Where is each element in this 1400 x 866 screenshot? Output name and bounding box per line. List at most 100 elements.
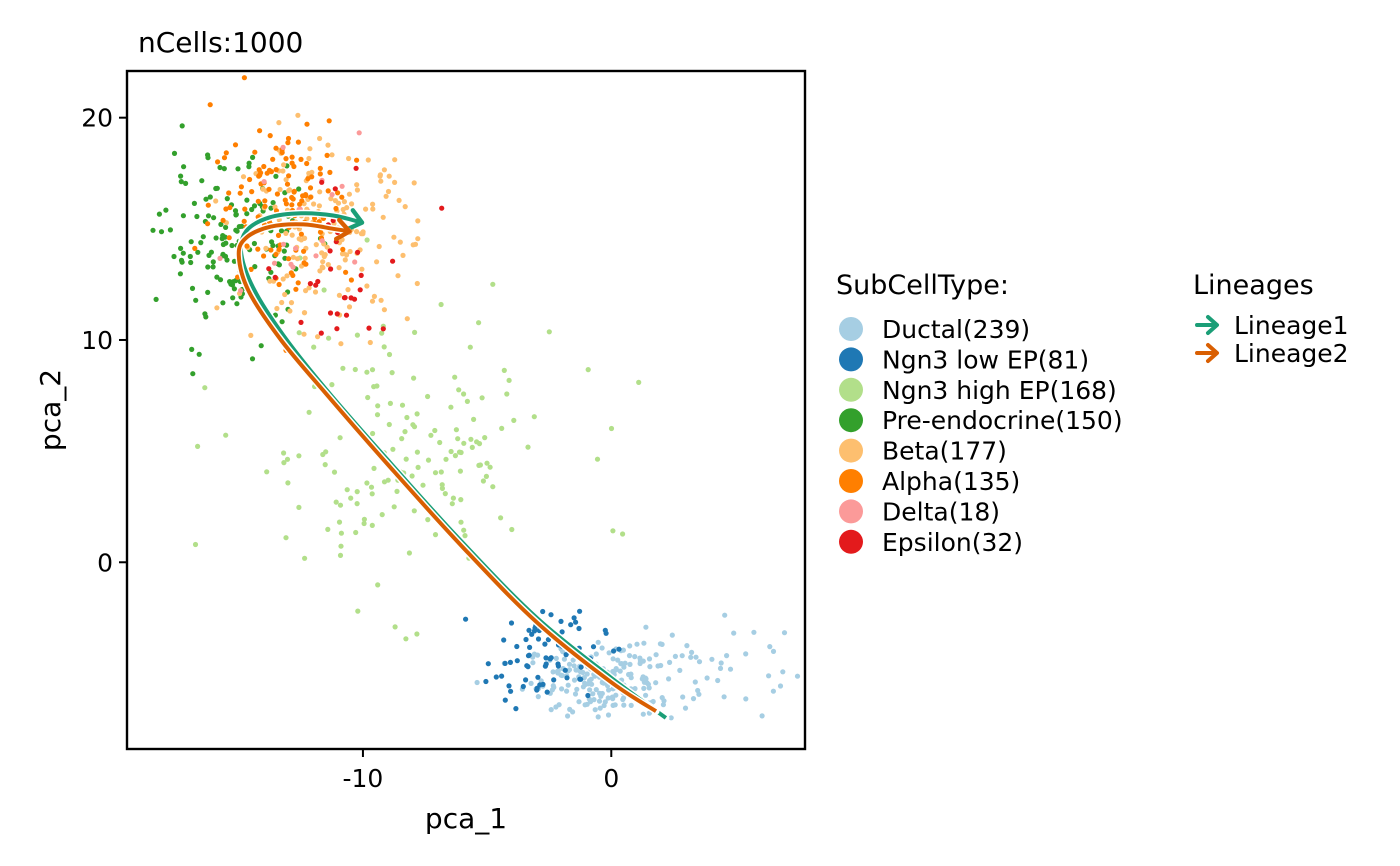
data-point bbox=[341, 295, 347, 301]
data-point bbox=[399, 436, 405, 442]
data-point bbox=[415, 218, 421, 224]
data-point bbox=[249, 206, 255, 213]
data-point bbox=[267, 278, 273, 284]
data-point bbox=[767, 644, 773, 650]
data-point bbox=[669, 632, 675, 638]
data-point bbox=[361, 516, 367, 522]
data-point bbox=[471, 416, 477, 422]
data-point bbox=[234, 228, 240, 234]
data-point bbox=[214, 185, 220, 191]
data-point bbox=[348, 277, 354, 283]
data-point bbox=[156, 211, 162, 217]
data-point bbox=[411, 180, 417, 186]
data-point bbox=[295, 112, 301, 118]
points-layer bbox=[150, 75, 801, 721]
data-point bbox=[241, 75, 247, 81]
data-point bbox=[361, 520, 367, 527]
data-point bbox=[318, 330, 324, 336]
data-point bbox=[354, 489, 360, 495]
data-point bbox=[406, 550, 412, 556]
data-point bbox=[193, 297, 199, 303]
data-point bbox=[346, 155, 352, 162]
data-point bbox=[281, 460, 287, 466]
data-point bbox=[449, 501, 455, 507]
data-point bbox=[288, 300, 295, 306]
data-point bbox=[453, 427, 459, 433]
data-point bbox=[273, 251, 279, 258]
data-point bbox=[264, 469, 270, 475]
data-point bbox=[562, 667, 568, 673]
data-point bbox=[205, 221, 211, 227]
data-point bbox=[632, 654, 638, 660]
data-point bbox=[616, 646, 622, 652]
data-point bbox=[565, 713, 571, 719]
data-point bbox=[349, 201, 355, 207]
lineage-arrow-icon bbox=[1195, 343, 1219, 363]
data-point bbox=[189, 285, 196, 291]
data-point bbox=[490, 484, 496, 490]
data-point bbox=[337, 435, 343, 441]
data-point bbox=[578, 664, 584, 670]
data-point bbox=[273, 173, 279, 179]
data-point bbox=[276, 246, 282, 252]
data-point bbox=[672, 653, 679, 660]
data-point bbox=[628, 702, 634, 709]
legend-subcelltype: Ductal(239)Ngn3 low EP(81)Ngn3 high EP(1… bbox=[839, 315, 1123, 557]
data-point bbox=[150, 227, 156, 233]
data-point bbox=[263, 245, 269, 251]
data-point bbox=[704, 675, 710, 681]
data-point bbox=[375, 403, 381, 409]
data-point bbox=[332, 186, 338, 192]
data-point bbox=[559, 672, 565, 679]
data-point bbox=[205, 289, 211, 295]
data-point bbox=[396, 197, 402, 203]
data-point bbox=[352, 366, 358, 373]
data-point bbox=[283, 156, 289, 162]
y-tick-label: 10 bbox=[81, 326, 113, 355]
data-point bbox=[397, 239, 403, 245]
data-point bbox=[282, 291, 288, 298]
data-point bbox=[188, 259, 194, 266]
data-point bbox=[369, 491, 375, 497]
data-point bbox=[379, 511, 385, 518]
data-point bbox=[223, 432, 229, 438]
data-point bbox=[370, 201, 376, 207]
data-point bbox=[281, 450, 287, 456]
data-point bbox=[270, 242, 276, 249]
data-point bbox=[257, 128, 263, 134]
data-point bbox=[158, 229, 165, 235]
y-axis-label: pca_2 bbox=[34, 369, 67, 451]
data-point bbox=[171, 253, 177, 260]
legend-lineage-item: Lineage2 bbox=[1195, 339, 1349, 368]
data-point bbox=[290, 264, 296, 270]
data-point bbox=[442, 491, 448, 497]
data-point bbox=[285, 480, 291, 486]
data-point bbox=[276, 281, 282, 288]
data-point bbox=[304, 121, 310, 127]
data-point bbox=[501, 367, 507, 373]
data-point bbox=[329, 382, 335, 388]
data-point bbox=[458, 519, 464, 525]
legend-label: Ngn3 high EP(168) bbox=[882, 376, 1117, 405]
data-point bbox=[509, 526, 515, 533]
data-point bbox=[206, 252, 212, 258]
data-point bbox=[695, 687, 701, 694]
data-point bbox=[313, 253, 319, 259]
data-point bbox=[163, 207, 169, 213]
data-point bbox=[283, 535, 289, 541]
data-point bbox=[450, 495, 456, 501]
data-point bbox=[192, 245, 198, 251]
data-point bbox=[278, 228, 285, 234]
data-point bbox=[307, 146, 313, 152]
legend-item: Epsilon(32) bbox=[839, 528, 1023, 557]
data-point bbox=[203, 196, 209, 202]
data-point bbox=[606, 650, 612, 656]
data-point bbox=[514, 643, 520, 650]
data-point bbox=[290, 254, 296, 260]
data-point bbox=[192, 541, 199, 548]
data-point bbox=[781, 630, 788, 636]
data-point bbox=[667, 659, 673, 666]
data-point bbox=[596, 698, 603, 704]
data-point bbox=[375, 582, 381, 588]
